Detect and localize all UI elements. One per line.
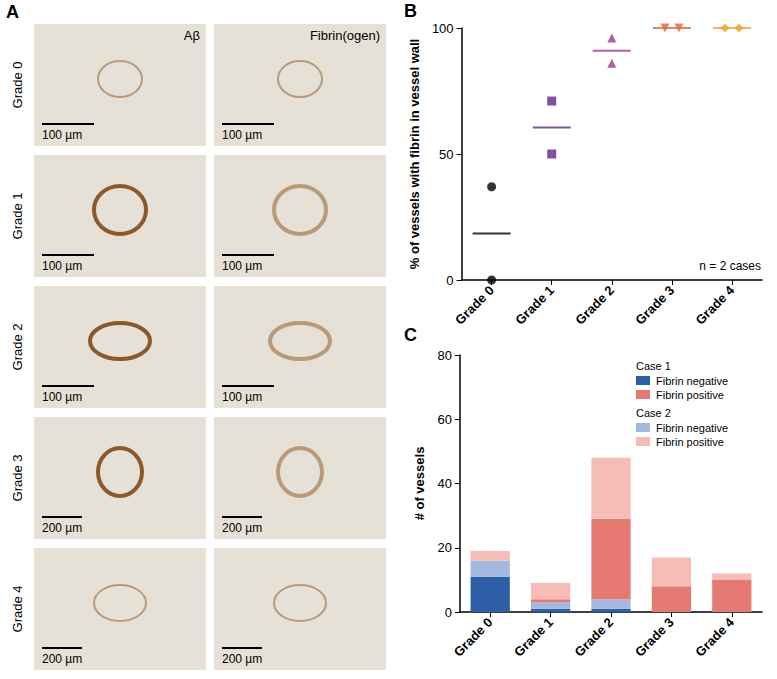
svg-text:Grade 2: Grade 2 [572,283,617,328]
svg-text:Grade 2: Grade 2 [10,324,25,371]
svg-text:Case 2: Case 2 [636,407,671,419]
svg-text:200 µm: 200 µm [222,521,262,535]
svg-text:Grade 4: Grade 4 [10,586,25,633]
svg-text:100: 100 [432,21,454,36]
svg-text:Fibrin negative: Fibrin negative [656,422,728,434]
svg-text:Grade 3: Grade 3 [632,615,677,660]
svg-text:Fibrin positive: Fibrin positive [656,436,724,448]
svg-text:200 µm: 200 µm [42,521,82,535]
svg-text:B: B [404,1,417,21]
svg-text:Grade 1: Grade 1 [511,615,556,660]
svg-text:Case 1: Case 1 [636,360,671,372]
svg-text:Grade 2: Grade 2 [572,615,617,660]
svg-text:100 µm: 100 µm [42,259,82,273]
svg-text:Fibrin positive: Fibrin positive [656,389,724,401]
svg-text:100 µm: 100 µm [222,390,262,404]
svg-text:C: C [404,325,417,345]
svg-text:60: 60 [438,412,452,427]
svg-text:% of vessels with fibrin in ve: % of vessels with fibrin in vessel wall [407,39,422,269]
svg-text:Fibrin negative: Fibrin negative [656,375,728,387]
svg-text:# of vessels: # of vessels [412,447,427,521]
svg-text:20: 20 [438,540,452,555]
svg-text:Grade 0: Grade 0 [451,615,496,660]
svg-text:200 µm: 200 µm [222,652,262,666]
svg-text:0: 0 [445,605,452,620]
svg-text:Aβ: Aβ [184,28,200,43]
svg-text:Grade 1: Grade 1 [512,283,557,328]
svg-text:40: 40 [438,476,452,491]
svg-text:100 µm: 100 µm [42,128,82,142]
svg-text:0: 0 [446,273,453,288]
svg-text:Grade 4: Grade 4 [692,614,737,659]
svg-text:n = 2 cases: n = 2 cases [699,259,761,273]
svg-text:100 µm: 100 µm [222,259,262,273]
svg-text:Grade 0: Grade 0 [10,62,25,109]
svg-text:200 µm: 200 µm [42,652,82,666]
svg-text:Grade 3: Grade 3 [632,283,677,328]
svg-text:Grade 4: Grade 4 [692,282,737,327]
svg-text:Grade 3: Grade 3 [10,455,25,502]
svg-text:100 µm: 100 µm [42,390,82,404]
svg-text:Grade 0: Grade 0 [452,283,497,328]
svg-text:100 µm: 100 µm [222,128,262,142]
svg-text:50: 50 [439,147,453,162]
svg-text:A: A [6,2,19,22]
svg-text:Fibrin(ogen): Fibrin(ogen) [310,28,380,43]
svg-text:Grade 1: Grade 1 [10,193,25,240]
svg-text:80: 80 [438,348,452,363]
